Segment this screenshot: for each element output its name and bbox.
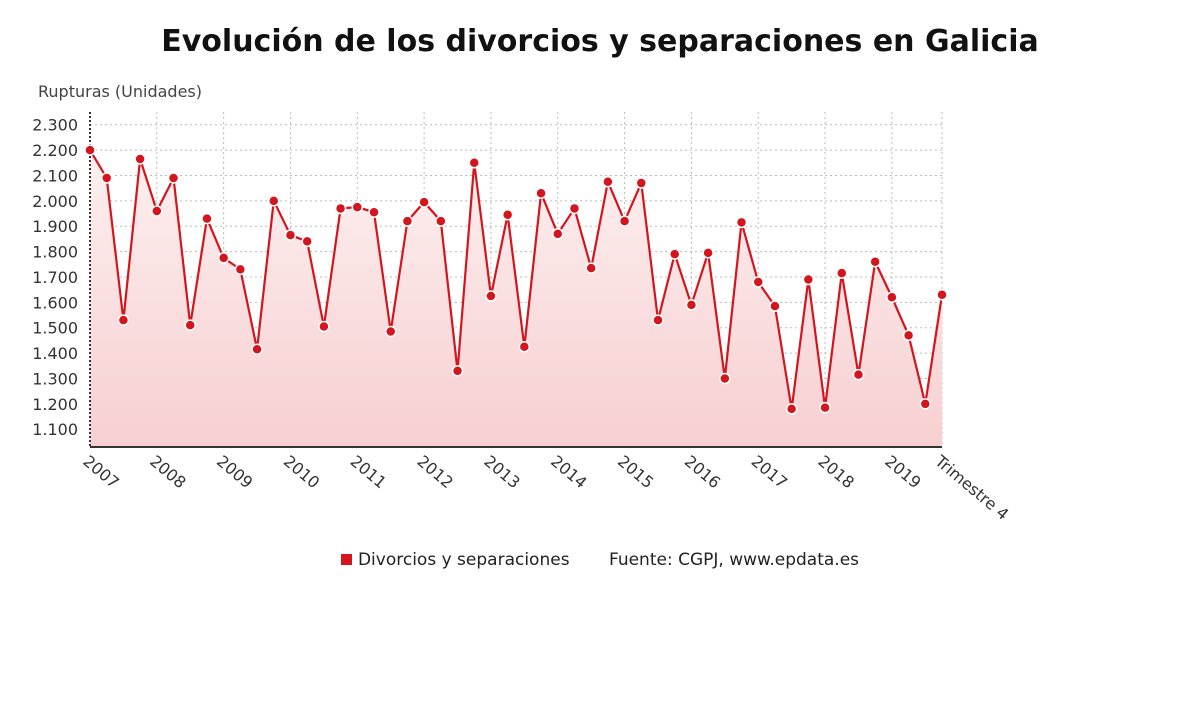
legend: Divorcios y separaciones Fuente: CGPJ, w… xyxy=(0,550,1200,570)
y-axis-label: Rupturas (Unidades) xyxy=(38,82,202,101)
y-tick-label: 1.700 xyxy=(32,268,78,287)
data-point xyxy=(919,398,932,410)
y-tick-label: 1.400 xyxy=(32,344,78,363)
data-point xyxy=(100,172,113,184)
data-point xyxy=(401,215,414,227)
data-point xyxy=(184,319,196,331)
chart-title: Evolución de los divorcios y separacione… xyxy=(161,24,1039,59)
data-point xyxy=(702,247,714,259)
legend-swatch xyxy=(340,554,352,565)
data-point xyxy=(234,263,247,276)
data-point xyxy=(518,341,531,353)
data-point xyxy=(485,290,497,302)
data-point xyxy=(501,209,514,221)
data-point xyxy=(552,228,564,240)
y-tick-label: 2.300 xyxy=(32,116,78,135)
data-point xyxy=(819,401,831,414)
y-tick-label: 2.100 xyxy=(32,166,78,185)
data-point xyxy=(668,248,681,260)
data-point xyxy=(585,262,597,274)
area-fill xyxy=(90,150,942,447)
y-tick-label: 1.600 xyxy=(32,293,78,312)
source-note: Fuente: CGPJ, www.epdata.es xyxy=(608,550,860,570)
series-line xyxy=(89,149,944,410)
data-point xyxy=(886,291,898,304)
y-tick-label: 1.200 xyxy=(32,395,78,414)
data-point xyxy=(719,372,731,385)
data-point xyxy=(535,187,547,199)
data-point xyxy=(685,299,698,311)
data-point xyxy=(318,320,330,333)
x-tick-label: 2008 xyxy=(146,452,189,493)
x-tick-label: 2016 xyxy=(681,452,724,493)
data-point xyxy=(384,325,397,338)
data-point xyxy=(268,195,280,207)
legend-label: Divorcios y separaciones xyxy=(357,550,570,570)
x-tick-label: 2019 xyxy=(881,452,924,493)
y-tick-label: 1.100 xyxy=(32,420,78,439)
x-tick-label: 2009 xyxy=(213,452,256,493)
data-point xyxy=(752,276,764,288)
data-point xyxy=(568,202,581,215)
data-point xyxy=(284,229,297,241)
data-point xyxy=(167,172,180,184)
data-point xyxy=(134,153,146,165)
data-point xyxy=(836,267,848,279)
data-point xyxy=(84,144,96,156)
data-point xyxy=(802,273,815,286)
data-point xyxy=(251,343,263,356)
data-point xyxy=(869,255,881,268)
x-tick-label: 2013 xyxy=(480,452,523,493)
x-tick-label: 2012 xyxy=(414,452,457,493)
x-tick-label: 2011 xyxy=(347,452,390,493)
data-point xyxy=(217,252,230,264)
data-point xyxy=(451,365,464,377)
y-tick-label: 1.900 xyxy=(32,217,78,236)
data-point xyxy=(785,403,798,415)
data-point xyxy=(618,215,631,227)
y-tick-label: 1.300 xyxy=(32,369,78,388)
x-tick-label: 2014 xyxy=(547,452,590,493)
data-point xyxy=(334,202,347,215)
x-tick-label: 2015 xyxy=(614,452,657,493)
data-point xyxy=(468,157,480,169)
x-tick-label: 2017 xyxy=(748,452,791,493)
y-tick-label: 1.800 xyxy=(32,243,78,262)
data-point xyxy=(117,314,130,326)
x-tick-label: 2018 xyxy=(814,452,857,493)
y-tick-label: 2.200 xyxy=(32,141,78,160)
data-point xyxy=(652,314,664,326)
x-tick-label: Trimestre 4 xyxy=(931,451,1013,524)
y-tick-label: 1.500 xyxy=(32,319,78,338)
data-point xyxy=(602,176,614,188)
data-point xyxy=(852,368,865,381)
data-point xyxy=(201,212,213,225)
data-point xyxy=(769,300,781,312)
y-tick-label: 2.000 xyxy=(32,192,78,211)
data-point xyxy=(418,196,430,208)
data-point xyxy=(368,206,380,218)
x-tick-label: 2007 xyxy=(79,452,122,493)
data-point xyxy=(151,205,163,217)
data-point xyxy=(936,288,948,301)
data-point xyxy=(301,235,313,248)
data-point xyxy=(735,216,748,229)
data-point xyxy=(351,201,364,213)
x-tick-label: 2010 xyxy=(280,452,323,493)
data-point xyxy=(902,329,915,342)
data-point xyxy=(635,177,648,189)
data-point xyxy=(435,215,447,227)
